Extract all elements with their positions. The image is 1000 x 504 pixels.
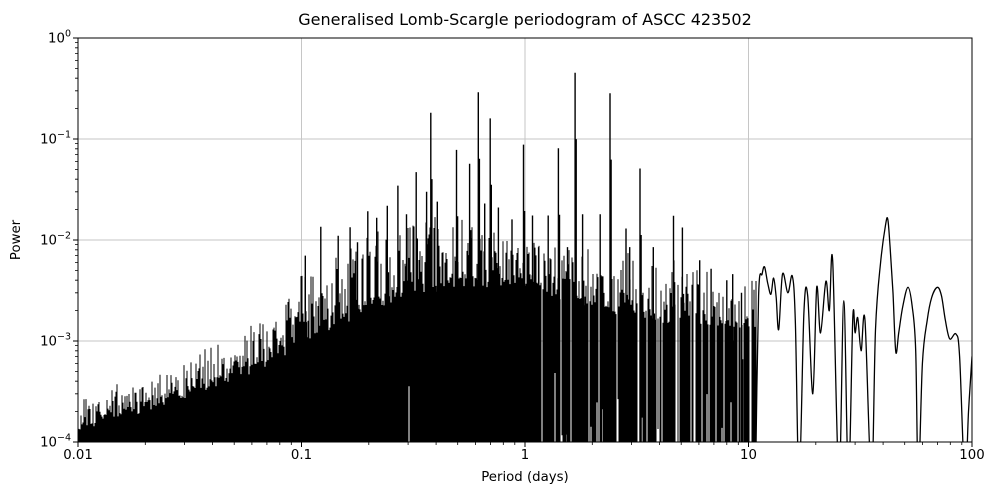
axes-spines-and-ticks xyxy=(73,37,973,447)
x-tick-label: 0.1 xyxy=(291,448,312,463)
tick-labels: 0.01 0.1 1 10 100 100 10−1 10−2 10−3 10−4 xyxy=(40,29,985,463)
y-tick-label: 10−4 xyxy=(40,433,71,451)
x-tick-label: 0.01 xyxy=(63,448,93,463)
periodogram-series xyxy=(78,72,972,442)
y-tick-label: 100 xyxy=(48,29,71,47)
x-axis-label: Period (days) xyxy=(481,470,568,485)
x-tick-label: 10 xyxy=(740,448,757,463)
y-tick-label: 10−1 xyxy=(40,130,71,148)
x-tick-label: 100 xyxy=(959,448,984,463)
chart-title: Generalised Lomb-Scargle periodogram of … xyxy=(298,10,752,29)
y-axis-label: Power xyxy=(9,219,24,260)
y-tick-label: 10−3 xyxy=(40,332,71,350)
x-tick-label: 1 xyxy=(521,448,529,463)
y-tick-label: 10−2 xyxy=(40,231,71,249)
